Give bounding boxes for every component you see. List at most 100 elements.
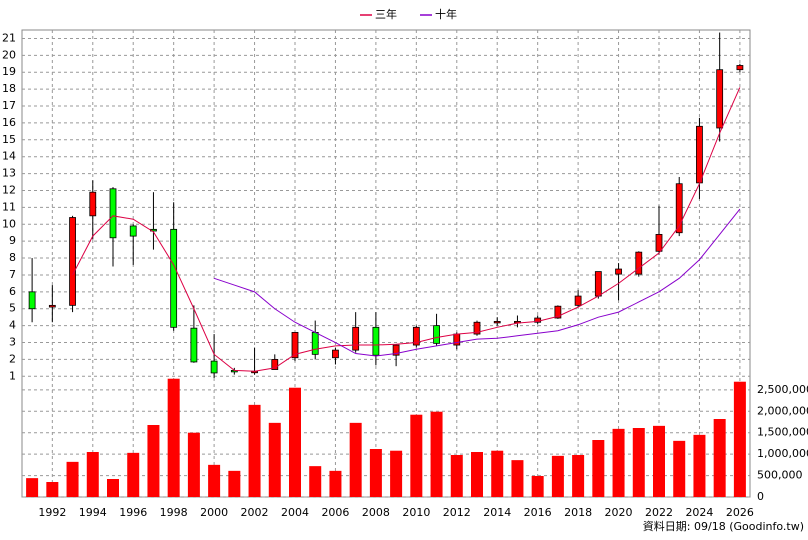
volume-bar xyxy=(46,482,59,497)
y-tick-label: 6 xyxy=(9,285,16,298)
x-tick-label: 2018 xyxy=(564,506,592,519)
x-tick-label: 2014 xyxy=(483,506,511,519)
x-tick-label: 2012 xyxy=(443,506,471,519)
y-tick-label: 20 xyxy=(2,48,16,61)
volume-bar xyxy=(349,422,362,497)
volume-bar xyxy=(410,414,423,497)
x-tick-label: 2004 xyxy=(281,506,309,519)
volume-bar xyxy=(592,440,605,497)
legend: 三年 十年 xyxy=(360,7,457,21)
y-tick-label: 5 xyxy=(9,302,16,315)
volume-bar xyxy=(430,411,443,497)
candle-body xyxy=(635,251,643,275)
candle-body xyxy=(69,217,76,306)
candle-body xyxy=(696,125,703,184)
candle-body xyxy=(109,188,117,239)
y-tick-label: 14 xyxy=(2,150,16,163)
x-tick-label: 1994 xyxy=(79,506,107,519)
candle-body xyxy=(332,349,339,359)
volume-bar xyxy=(268,422,281,497)
volume-bar xyxy=(511,460,524,497)
candle-body xyxy=(89,191,97,217)
legend-label: 十年 xyxy=(435,7,457,21)
volume-bar xyxy=(127,452,140,497)
candle-body xyxy=(574,295,582,306)
candle-body xyxy=(594,271,602,297)
y-tick-label: 15 xyxy=(2,133,16,146)
volume-bar xyxy=(632,428,645,497)
candle-body xyxy=(271,359,279,370)
y2-tick-label: 2,500,000 xyxy=(757,383,808,396)
x-tick-label: 2016 xyxy=(524,506,552,519)
volume-bar xyxy=(26,478,39,497)
volume-bar xyxy=(733,381,746,497)
y2-tick-label: 1,000,000 xyxy=(757,447,808,460)
volume-bar xyxy=(471,452,483,497)
candle-body xyxy=(28,291,36,310)
x-tick-label: 2026 xyxy=(726,506,754,519)
volume-bar xyxy=(612,428,625,497)
volume-bar xyxy=(653,425,665,497)
x-tick-label: 2022 xyxy=(645,506,673,519)
volume-bar xyxy=(228,470,241,497)
volume-bar xyxy=(187,432,200,497)
y-tick-label: 13 xyxy=(2,167,16,180)
volume-bar xyxy=(66,461,79,497)
y-tick-label: 2 xyxy=(9,352,16,365)
y-tick-label: 4 xyxy=(9,319,16,332)
volume-bar xyxy=(531,476,544,497)
y-tick-label: 16 xyxy=(2,116,16,129)
x-tick-label: 2010 xyxy=(402,506,430,519)
y-tick-label: 8 xyxy=(9,251,16,264)
y-tick-label: 11 xyxy=(2,200,16,213)
legend-label: 三年 xyxy=(375,7,397,21)
candle-body xyxy=(615,268,622,275)
volume-bar xyxy=(693,434,706,497)
y-tick-label: 17 xyxy=(2,99,16,112)
x-tick-label: 2000 xyxy=(200,506,228,519)
volume-bar xyxy=(248,404,261,497)
volume-bar xyxy=(289,387,301,497)
volume-bar xyxy=(167,378,180,497)
candle-body xyxy=(736,65,744,71)
y-tick-label: 12 xyxy=(2,183,16,196)
candle-body xyxy=(190,327,198,363)
volume-bar xyxy=(107,479,119,497)
y-tick-label: 3 xyxy=(9,336,16,349)
footnote: 資料日期: 09/18 (Goodinfo.tw) xyxy=(643,519,804,533)
x-tick-label: 2020 xyxy=(605,506,633,519)
volume-bar xyxy=(551,455,564,497)
candle-body xyxy=(48,304,56,308)
x-tick-label: 1992 xyxy=(38,506,66,519)
x-tick-label: 1996 xyxy=(119,506,147,519)
volume-bar xyxy=(86,452,99,497)
x-tick-label: 2002 xyxy=(241,506,269,519)
ma-line xyxy=(213,208,741,357)
candle-body xyxy=(453,333,461,346)
x-tick-label: 2006 xyxy=(321,506,349,519)
y-tick-label: 18 xyxy=(2,82,16,95)
x-tick-label: 2008 xyxy=(362,506,390,519)
plot-frame xyxy=(21,29,751,498)
candle-body xyxy=(291,331,299,359)
candle-body xyxy=(129,225,137,237)
volume-bar xyxy=(673,440,686,497)
y-tick-label: 9 xyxy=(9,234,16,247)
candle-body xyxy=(372,326,380,356)
candle-body xyxy=(352,326,360,351)
candle-body xyxy=(170,228,178,328)
candle-body xyxy=(412,326,420,346)
volume-bar xyxy=(208,464,221,497)
candle-body xyxy=(716,69,724,129)
volume-bar xyxy=(329,470,342,497)
candle-body xyxy=(210,360,218,374)
y2-tick-label: 500,000 xyxy=(757,469,803,482)
volume-bar xyxy=(309,466,322,497)
candle-body xyxy=(433,325,440,344)
y-tick-label: 19 xyxy=(2,65,16,78)
volume-bar xyxy=(390,450,403,497)
y2-tick-label: 1,500,000 xyxy=(757,426,808,439)
volume-bar xyxy=(369,449,382,497)
volume-bar xyxy=(713,419,726,497)
